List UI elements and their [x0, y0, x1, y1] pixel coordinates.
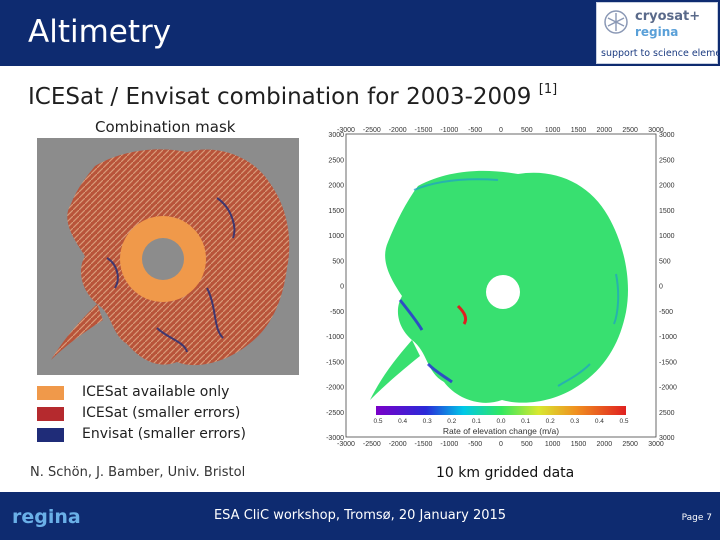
x-axis-top-ticks: -3000 -2500 -2000 -1500 -1000 -500 0 500 1000 150…	[337, 127, 664, 134]
rate-panel-caption: 10 km gridded data	[436, 465, 575, 481]
x-axis-bottom-ticks: -3000 -2500 -2000 -1500 -1000 -500 0 500 1000 150…	[337, 441, 664, 448]
colorbar-tick-label: 0.2	[447, 418, 456, 425]
y-tick-label: 2500	[328, 157, 344, 164]
x-tick-label: -1000	[440, 127, 458, 134]
y-tick-label: -3000	[326, 435, 344, 442]
map-frame	[345, 133, 657, 438]
colorbar	[376, 406, 626, 415]
x-tick-label: 2500	[622, 127, 638, 134]
x-tick-label: -3000	[337, 127, 355, 134]
x-tick-label: -500	[468, 127, 482, 134]
y-tick-label: 3000	[659, 132, 675, 139]
x-tick-label: -1500	[415, 441, 433, 448]
y-tick-label: 500	[659, 258, 671, 265]
colorbar-label: Rate of elevation change (m/a)	[443, 426, 559, 436]
legend-swatch	[37, 407, 64, 421]
x-tick-label: 3000	[648, 441, 664, 448]
footer-bar: regina ESA CliC workshop, Tromsø, 20 Jan…	[0, 492, 720, 540]
x-tick-label: 1500	[571, 441, 587, 448]
colorbar-tick-label: 0.3	[570, 418, 579, 425]
colorbar-tick-label: 0.2	[546, 418, 555, 425]
x-tick-label: 2500	[622, 441, 638, 448]
colorbar-tick-label: 0.5	[373, 418, 382, 425]
slide-title: ICESat / Envisat combination for 2003-20…	[28, 82, 558, 110]
x-tick-label: -2500	[363, 441, 381, 448]
page-number: Page 7	[681, 513, 712, 523]
slide-title-text: ICESat / Envisat combination for 2003-20…	[28, 84, 532, 110]
y-tick-label: -1000	[659, 334, 677, 341]
colorbar-tick-label: 0.4	[398, 418, 407, 425]
x-tick-label: 1000	[545, 127, 561, 134]
x-tick-label: 0	[499, 441, 503, 448]
colorbar-tick-label: 0.1	[521, 418, 530, 425]
y-tick-label: -2000	[326, 385, 344, 392]
mask-panel-label: Combination mask	[95, 118, 236, 136]
footer-event: ESA CliC workshop, Tromsø, 20 January 20…	[213, 508, 507, 523]
header-bar: Altimetry cryosat+ regina support to sci…	[0, 0, 720, 66]
y-tick-label: 2000	[659, 183, 675, 190]
legend-label: ICESat available only	[82, 384, 230, 400]
y-tick-label: -1500	[659, 359, 677, 366]
x-tick-label: 0	[499, 127, 503, 134]
x-tick-label: -2000	[389, 441, 407, 448]
colorbar-ticks: 0.5 0.4 0.3 0.2 0.1 0.0 0.1 0.2 0.3 0.4 0.5	[373, 418, 628, 425]
reference-marker: [1]	[538, 82, 558, 97]
y-tick-label: 1000	[659, 233, 675, 240]
x-tick-label: 2000	[597, 127, 613, 134]
colorbar-tick-label: 0.3	[423, 418, 432, 425]
logo-tagline: support to science element	[601, 48, 720, 59]
y-tick-label: 3000	[328, 132, 344, 139]
legend-swatch	[37, 386, 64, 400]
x-tick-label: 1000	[545, 441, 561, 448]
y-tick-label: 1000	[328, 233, 344, 240]
elevation-change-map: 0.5 0.4 0.3 0.2 0.1 0.0 0.1 0.2 0.3 0.4 0.5 Rate o…	[318, 124, 690, 454]
x-tick-label: 500	[521, 441, 533, 448]
y-tick-label: -500	[659, 309, 673, 316]
legend-label: ICESat (smaller errors)	[82, 405, 241, 421]
y-tick-label: 2500	[659, 410, 675, 417]
y-tick-label: -1500	[326, 359, 344, 366]
x-tick-label: 500	[521, 127, 533, 134]
y-tick-label: -500	[330, 309, 344, 316]
pole-gap	[142, 238, 184, 280]
colorbar-tick-label: 0.4	[595, 418, 604, 425]
x-tick-label: -3000	[337, 441, 355, 448]
colorbar-tick-label: 0.1	[472, 418, 481, 425]
y-tick-label: -2000	[659, 385, 677, 392]
y-tick-label: 0	[659, 284, 663, 291]
header-title: Altimetry	[28, 14, 172, 50]
cryosat-regina-logo: cryosat+ regina support to science eleme…	[596, 2, 720, 64]
logo-sub: regina	[635, 25, 679, 39]
y-axis-left-ticks: 3000 2500 2000 1500 1000 500 0 -500 -1000 -1500 -2…	[326, 132, 344, 442]
x-tick-label: -2000	[389, 127, 407, 134]
y-tick-label: 2500	[659, 157, 675, 164]
y-tick-label: -2500	[326, 410, 344, 417]
y-tick-label: -1000	[326, 334, 344, 341]
y-tick-label: 500	[332, 258, 344, 265]
footer-logo: regina	[12, 506, 81, 528]
colorbar-tick-label: 0.0	[496, 418, 505, 425]
colorbar-tick-label: 0.5	[619, 418, 628, 425]
snowflake-logo-icon	[604, 10, 628, 34]
x-tick-label: 1500	[571, 127, 587, 134]
y-tick-label: 1500	[659, 208, 675, 215]
pole-gap	[486, 275, 520, 309]
y-axis-right-ticks: 3000 2500 2000 1500 1000 500 0 -500 -1000 -1500 -2…	[659, 132, 677, 442]
x-tick-label: -2500	[363, 127, 381, 134]
legend-swatch	[37, 428, 64, 442]
credit-text: N. Schön, J. Bamber, Univ. Bristol	[30, 465, 246, 480]
y-tick-label: 3000	[659, 435, 675, 442]
logo-name: cryosat+	[635, 9, 701, 24]
x-tick-label: -500	[468, 441, 482, 448]
y-tick-label: 1500	[328, 208, 344, 215]
x-tick-label: 2000	[597, 441, 613, 448]
x-tick-label: 3000	[648, 127, 664, 134]
y-tick-label: 0	[340, 284, 344, 291]
x-tick-label: -1000	[440, 441, 458, 448]
y-tick-label: 2000	[328, 183, 344, 190]
combination-mask-map	[37, 138, 299, 375]
legend-label: Envisat (smaller errors)	[82, 426, 246, 442]
x-tick-label: -1500	[415, 127, 433, 134]
